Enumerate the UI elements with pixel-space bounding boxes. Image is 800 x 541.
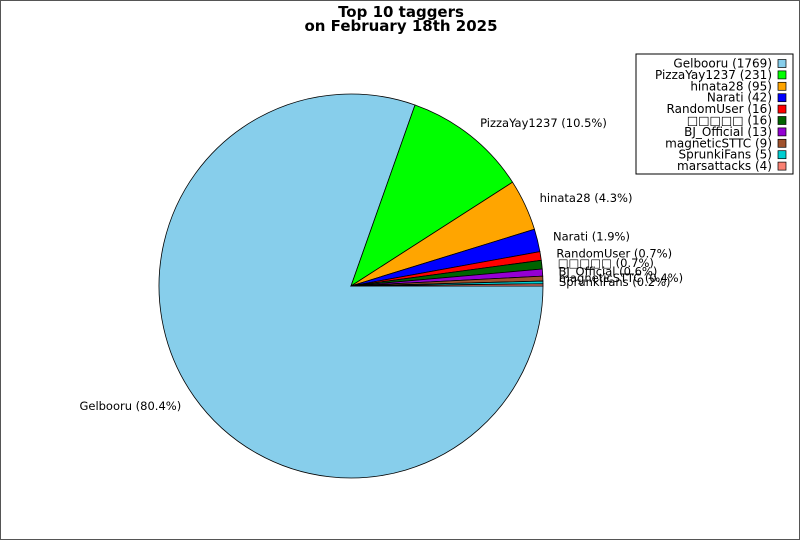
slice-label-pizzayay1237-1: PizzaYay1237 (10.5%) [480,116,607,130]
slice-label-hinata28-2: hinata28 (4.3%) [540,191,633,205]
legend-swatch-item-5 [777,116,787,125]
legend-label-narati-3: Narati (42) [707,91,772,105]
legend-swatch-randomuser-4 [777,104,787,114]
legend-label-sprunkifans-8: SprunkiFans (5) [679,148,773,162]
legend-label-bj-official-6: BJ_Official (13) [684,125,772,139]
legend-box [635,53,794,175]
slice-label-magneticsttc-7: magneticSTTC (0.4%) [559,271,683,285]
legend-label-marsattacks-9: marsattacks (4) [677,159,772,173]
pie-slice-labels: Gelbooru (80.4%) PizzaYay1237 (10.5%) hina… [79,116,683,413]
legend-label-randomuser-4: RandomUser (16) [667,102,772,116]
legend-swatch-bj-official-6 [777,127,787,137]
legend-label-item-5: □□□□□ (16) [687,114,772,128]
legend-swatch-magneticsttc-7 [777,138,787,148]
pie-slice-marsattacks-9 [350,283,544,287]
slice-label-randomuser-4: RandomUser (0.7%) [556,247,672,261]
pie-slices [158,93,544,479]
chart-title-line-2: on February 18th 2025 [304,17,497,35]
slice-label-bj-official-6: BJ_Official (0.6%) [559,265,658,279]
slice-label-gelbooru-0: Gelbooru (80.4%) [79,399,181,413]
chart-title-line-1: Top 10 taggers [338,3,464,21]
legend-label-pizzayay1237-1: PizzaYay1237 (231) [655,68,772,82]
legend-label-magneticsttc-7: magneticSTTC (9) [665,136,772,150]
pie-slice-pizzayay1237-1 [350,104,514,287]
legend-swatch-hinata28-2 [777,81,787,91]
legend-swatch-marsattacks-9 [777,161,787,171]
slice-label-item-5: □□□□□ (0.7%) [558,256,654,270]
legend-label-hinata28-2: hinata28 (95) [690,79,772,93]
chart-legend: Gelbooru (1769)PizzaYay1237 (231)hinata2… [635,53,794,175]
legend-swatch-gelbooru-0 [777,59,787,68]
legend-swatch-narati-3 [777,93,787,103]
legend-swatch-pizzayay1237-1 [777,70,787,80]
slice-label-narati-3: Narati (1.9%) [553,230,630,244]
legend-swatch-sprunkifans-8 [777,150,787,160]
legend-label-gelbooru-0: Gelbooru (1769) [673,57,772,71]
slice-label-sprunkifans-8: SprunkiFans (0.2%) [559,275,671,289]
